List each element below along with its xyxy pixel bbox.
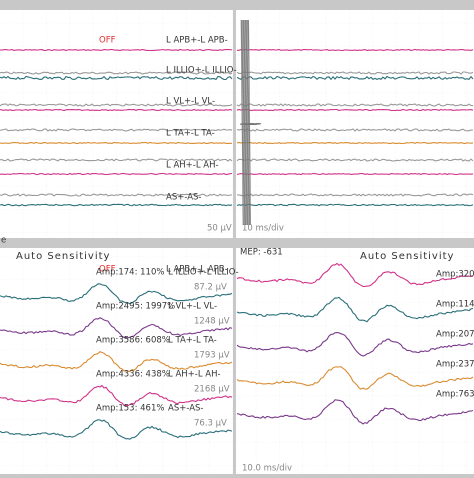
timebase-label: 10.0 ms/div — [242, 464, 292, 474]
channel-label: L APB+-L APB- — [166, 36, 228, 46]
panel-title: Auto Sensitivity — [360, 251, 454, 262]
waveform — [0, 50, 232, 51]
divider-label: e — [1, 236, 6, 246]
scale-label: 1793 µV — [194, 351, 230, 361]
amp-label: Amp:207 — [436, 330, 474, 340]
channel-label: L TA+-L TA- — [166, 129, 215, 139]
panel-title: Auto Sensitivity — [16, 251, 110, 262]
amp-label: Amp:763 — [436, 390, 474, 400]
amp-label: Amp:153: 461% — [96, 404, 164, 414]
channel-label: AS+-AS- — [168, 404, 204, 414]
channel-label: L AH+-L AH- — [166, 161, 219, 171]
grid — [236, 10, 474, 238]
amp-label: Amp:237 — [436, 360, 474, 370]
mep-label: MEP: -631 — [240, 248, 283, 258]
timebase-label: 10 ms/div — [242, 224, 284, 234]
scale-label: 87.2 µV — [194, 283, 227, 293]
amp-label: Amp:174: 110% — [96, 268, 164, 278]
channel-label: L ILLIO+-L ILLIO- — [168, 268, 239, 278]
channel-label: L TA+-L TA- — [168, 336, 217, 346]
channel-label: L AH+-L AH- — [168, 370, 221, 380]
channel-label: AS+-AS- — [166, 193, 202, 203]
scale-label: 50 µV — [207, 224, 232, 234]
amp-label: Amp:114 — [436, 300, 474, 310]
status: OFF — [99, 36, 116, 46]
scale-label: 76.3 µV — [194, 419, 227, 429]
channel-label: L VL+-L VL- — [168, 302, 217, 312]
amp-label: Amp:4336: 438% — [96, 370, 170, 380]
channel-label: L ILLIO+-L ILLIO- — [166, 66, 237, 76]
amp-label: Amp:3586: 608% — [96, 336, 170, 346]
scale-label: 2168 µV — [194, 385, 230, 395]
amp-label: Amp:2495: 1997% — [96, 302, 175, 312]
scale-label: 1248 µV — [194, 317, 230, 327]
amp-label: Amp:320 — [436, 270, 474, 280]
waveform — [0, 143, 232, 144]
channel-label: L VL+-L VL- — [166, 97, 215, 107]
